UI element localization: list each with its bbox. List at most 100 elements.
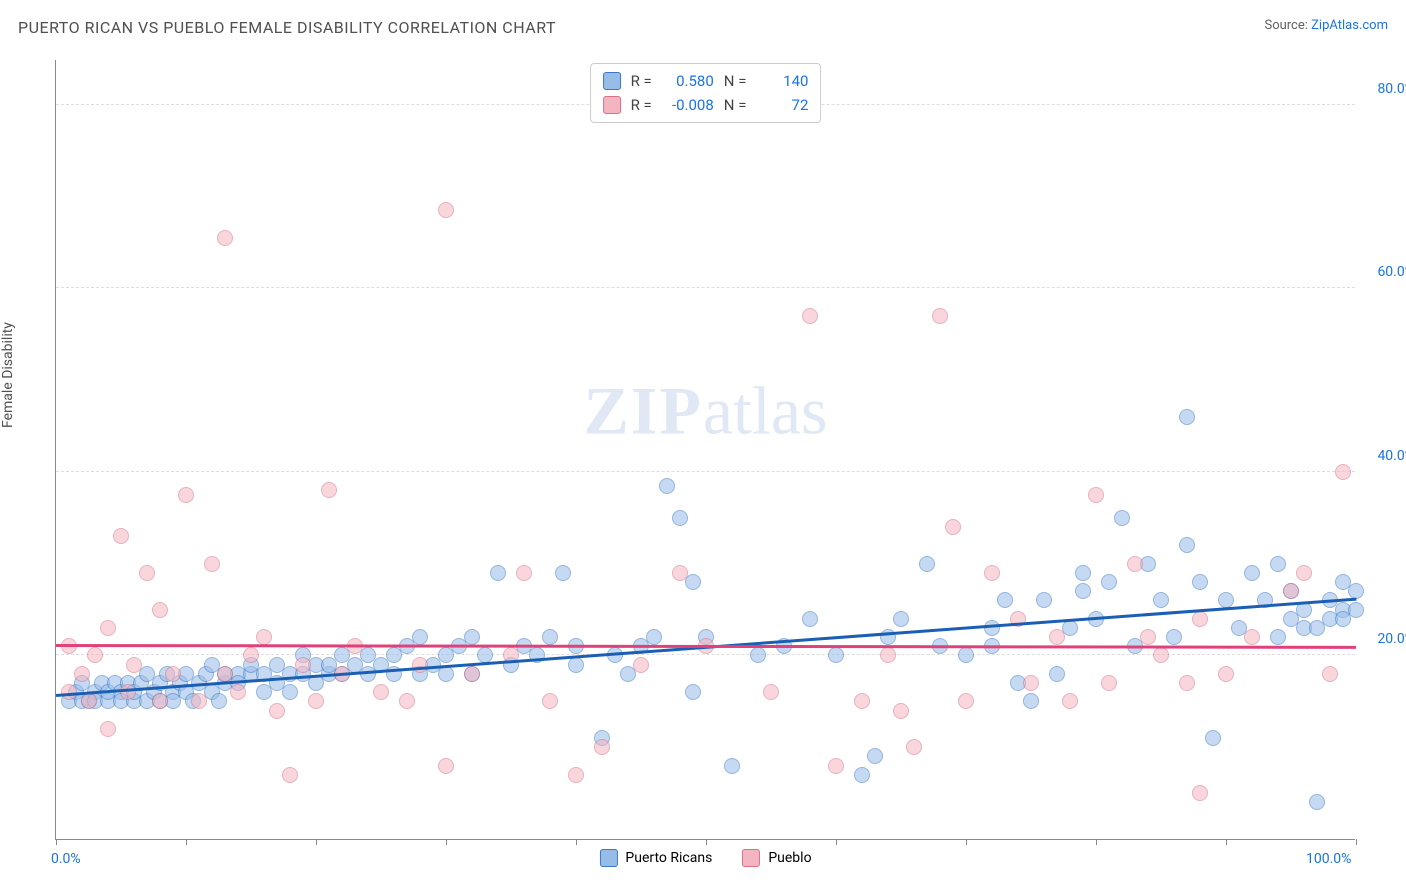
- scatter-point: [1023, 675, 1039, 691]
- legend-row: R =-0.008N =72: [603, 93, 809, 117]
- scatter-point: [568, 657, 584, 673]
- scatter-point: [1140, 629, 1156, 645]
- scatter-point: [1192, 574, 1208, 590]
- legend-swatch: [603, 72, 621, 90]
- scatter-point: [100, 620, 116, 636]
- scatter-point: [763, 684, 779, 700]
- scatter-point: [685, 574, 701, 590]
- y-tick-label: 20.0%: [1377, 631, 1406, 647]
- scatter-point: [672, 510, 688, 526]
- scatter-point: [399, 693, 415, 709]
- scatter-point: [997, 592, 1013, 608]
- scatter-point: [828, 758, 844, 774]
- y-tick-label: 60.0%: [1377, 264, 1406, 280]
- scatter-point: [906, 739, 922, 755]
- scatter-point: [750, 647, 766, 663]
- scatter-point: [152, 602, 168, 618]
- x-tick-label: 100.0%: [1306, 851, 1351, 867]
- r-label: R =: [631, 69, 652, 93]
- scatter-point: [113, 528, 129, 544]
- scatter-point: [126, 657, 142, 673]
- source-link[interactable]: ZipAtlas.com: [1311, 18, 1388, 33]
- scatter-point: [1179, 675, 1195, 691]
- scatter-point: [555, 565, 571, 581]
- scatter-point: [256, 629, 272, 645]
- x-tick: [186, 839, 187, 845]
- scatter-point: [516, 565, 532, 581]
- x-tick: [1096, 839, 1097, 845]
- scatter-point: [1270, 629, 1286, 645]
- x-tick: [316, 839, 317, 845]
- scatter-point: [1153, 592, 1169, 608]
- scatter-point: [269, 703, 285, 719]
- scatter-point: [282, 767, 298, 783]
- series-legend: Puerto RicansPueblo: [599, 849, 811, 867]
- scatter-point: [438, 666, 454, 682]
- x-tick: [836, 839, 837, 845]
- scatter-point: [633, 657, 649, 673]
- scatter-point: [1192, 611, 1208, 627]
- scatter-point: [373, 684, 389, 700]
- scatter-point: [867, 748, 883, 764]
- scatter-point: [828, 647, 844, 663]
- scatter-point: [243, 647, 259, 663]
- scatter-point: [308, 693, 324, 709]
- scatter-point: [412, 629, 428, 645]
- scatter-point: [152, 693, 168, 709]
- scatter-point: [802, 308, 818, 324]
- scatter-point: [321, 482, 337, 498]
- scatter-point: [1244, 565, 1260, 581]
- scatter-point: [542, 629, 558, 645]
- scatter-point: [81, 693, 97, 709]
- scatter-point: [1062, 693, 1078, 709]
- y-tick-label: 40.0%: [1377, 448, 1406, 464]
- correlation-legend: R =0.580N =140R =-0.008N =72: [590, 63, 822, 123]
- scatter-point: [438, 758, 454, 774]
- scatter-point: [1049, 629, 1065, 645]
- legend-item: Pueblo: [742, 849, 811, 867]
- y-tick-label: 80.0%: [1377, 81, 1406, 97]
- scatter-point: [542, 693, 558, 709]
- scatter-point: [282, 684, 298, 700]
- gridline: [56, 471, 1355, 472]
- scatter-point: [139, 565, 155, 581]
- scatter-point: [672, 565, 688, 581]
- scatter-point: [1348, 583, 1364, 599]
- scatter-point: [1322, 666, 1338, 682]
- scatter-point: [230, 684, 246, 700]
- scatter-point: [984, 565, 1000, 581]
- scatter-point: [802, 611, 818, 627]
- scatter-point: [1127, 556, 1143, 572]
- scatter-point: [1179, 537, 1195, 553]
- chart-title: PUERTO RICAN VS PUEBLO FEMALE DISABILITY…: [18, 18, 556, 37]
- scatter-point: [893, 703, 909, 719]
- source-attribution: Source: ZipAtlas.com: [1264, 18, 1388, 33]
- scatter-point: [1153, 647, 1169, 663]
- scatter-point: [568, 767, 584, 783]
- scatter-point: [1270, 556, 1286, 572]
- scatter-point: [217, 230, 233, 246]
- scatter-point: [893, 611, 909, 627]
- scatter-point: [984, 620, 1000, 636]
- scatter-point: [211, 693, 227, 709]
- r-value: 0.580: [662, 69, 714, 93]
- scatter-point: [464, 629, 480, 645]
- scatter-point: [295, 657, 311, 673]
- scatter-point: [1101, 675, 1117, 691]
- scatter-point: [217, 666, 233, 682]
- legend-row: R =0.580N =140: [603, 69, 809, 93]
- watermark-atlas: atlas: [703, 372, 828, 448]
- legend-label: Pueblo: [768, 850, 811, 866]
- scatter-point: [120, 684, 136, 700]
- scatter-point: [438, 202, 454, 218]
- x-tick: [446, 839, 447, 845]
- scatter-point: [646, 629, 662, 645]
- watermark-zip: ZIP: [584, 372, 703, 448]
- scatter-point: [659, 478, 675, 494]
- scatter-point: [1348, 602, 1364, 618]
- scatter-point: [74, 666, 90, 682]
- scatter-point: [1114, 510, 1130, 526]
- scatter-point: [1335, 464, 1351, 480]
- x-tick-label: 0.0%: [51, 851, 81, 867]
- scatter-point: [165, 666, 181, 682]
